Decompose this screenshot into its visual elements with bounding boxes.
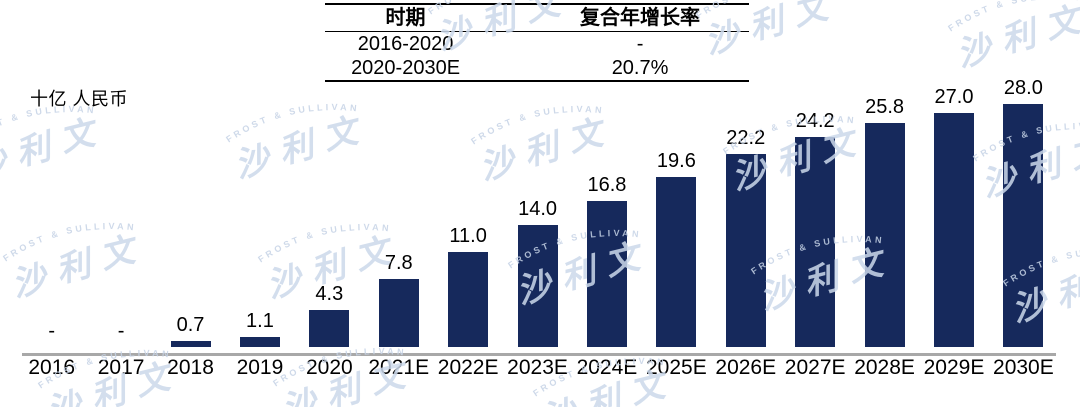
bar <box>656 177 697 348</box>
cagr-table-row: 2020-2030E 20.7% <box>325 56 749 80</box>
bar-stack: 24.2 <box>780 0 849 348</box>
bar <box>933 113 974 348</box>
bar-value-label: - <box>117 320 125 343</box>
y-axis-unit-label: 十亿 人民币 <box>30 89 129 109</box>
bar-stack: 16.8 <box>572 0 641 348</box>
x-axis-tick-label: 2016 <box>28 356 76 380</box>
x-axis-tick-label: 2025E <box>645 356 707 380</box>
x-axis-tick-label: 2024E <box>576 356 638 380</box>
bar-column: 27.0 2029E <box>919 0 988 407</box>
x-axis-tick-label: 2028E <box>854 356 915 380</box>
x-axis-tick-label: 2017 <box>97 356 145 380</box>
bar-value-label: 1.1 <box>246 310 274 333</box>
x-axis-line <box>22 353 1056 356</box>
bar-column: 24.2 2027E <box>780 0 849 407</box>
bar-stack: 4.3 <box>295 0 364 348</box>
cagr-header-rate: 复合年增长率 <box>580 7 701 29</box>
bar <box>448 252 489 348</box>
bar-value-label: 25.8 <box>865 96 905 119</box>
bar-column: 25.8 2028E <box>850 0 919 407</box>
bar <box>517 225 558 348</box>
bar-column: 16.8 2024E <box>572 0 641 407</box>
cagr-table-body: 2016-2020 - 2020-2030E 20.7% <box>325 32 749 80</box>
bar-value-label: 14.0 <box>518 198 558 221</box>
bar <box>725 154 766 348</box>
x-axis-tick-label: 2022E <box>437 356 499 380</box>
bar-stack: 14.0 <box>503 0 572 348</box>
x-axis-tick-label: 2030E <box>993 356 1054 380</box>
cagr-table-cell: 2020-2030E <box>351 57 461 79</box>
bar-column: 11.0 2022E <box>433 0 502 407</box>
x-axis-tick-label: 2018 <box>167 356 214 380</box>
x-axis-tick-label: 2027E <box>784 356 846 380</box>
x-axis-tick-label: 2019 <box>236 356 284 380</box>
bar <box>378 279 419 348</box>
bar-column: 4.3 2020 <box>295 0 364 407</box>
bar <box>795 137 836 348</box>
cagr-table-cell: 2016-2020 <box>357 33 454 55</box>
bar <box>170 341 211 348</box>
cagr-table: 时期 复合年增长率 2016-2020 - 2020-2030E 20.7% <box>325 3 749 82</box>
bar-value-label: 16.8 <box>587 174 627 197</box>
bar-stack: - <box>17 0 86 347</box>
bar-stack: 22.2 <box>711 0 780 348</box>
bar-column: - 2016 <box>17 0 86 407</box>
bar-value-label: 22.2 <box>726 127 766 150</box>
bar-stack: 11.0 <box>433 0 502 348</box>
svg-text:文: 文 <box>1066 130 1080 176</box>
x-axis-tick-label: 2020 <box>305 356 353 380</box>
bar <box>1003 104 1044 348</box>
bar-column: - 2017 <box>86 0 155 407</box>
cagr-table-header: 时期 复合年增长率 <box>325 5 749 32</box>
bar <box>239 337 280 348</box>
bar-value-label: 11.0 <box>449 225 487 248</box>
bar-value-label: 7.8 <box>384 252 413 275</box>
cagr-table-cell: - <box>636 33 644 55</box>
bar-column: 0.7 2018 <box>156 0 225 407</box>
bar-plot: - 2016 - 2017 0.7 2018 1.1 2019 4.3 2020 <box>17 0 1058 407</box>
bar-stack: 0.7 <box>156 0 225 348</box>
bar-stack: 28.0 <box>989 0 1058 348</box>
bar-column: 14.0 2023E <box>503 0 572 407</box>
bar-value-label: 19.6 <box>656 150 696 173</box>
bar-column: 28.0 2030E <box>989 0 1058 407</box>
bar-column: 7.8 2021E <box>364 0 433 407</box>
bar-stack: 7.8 <box>364 0 433 348</box>
bar-value-label: 4.3 <box>315 283 344 306</box>
svg-text:沙: 沙 <box>0 141 13 187</box>
bar-value-label: 27.0 <box>934 86 974 109</box>
bar-column: 19.6 2025E <box>642 0 711 407</box>
cagr-header-period: 时期 <box>385 7 426 29</box>
bar-value-label: 24.2 <box>795 110 835 133</box>
x-axis-tick-label: 2026E <box>715 356 777 380</box>
x-axis-tick-label: 2029E <box>923 356 985 380</box>
bar <box>309 310 350 348</box>
cagr-table-cell: 20.7% <box>611 57 669 79</box>
bar-column: 1.1 2019 <box>225 0 294 407</box>
bar-value-label: 0.7 <box>176 314 205 337</box>
bar-value-label: - <box>48 320 56 343</box>
bar-stack: 27.0 <box>919 0 988 348</box>
x-axis-tick-label: 2021E <box>368 356 430 380</box>
bar <box>864 123 905 348</box>
bar-value-label: 28.0 <box>1003 77 1043 100</box>
bar-column: 22.2 2026E <box>711 0 780 407</box>
bar <box>586 201 627 348</box>
x-axis-tick-label: 2023E <box>507 356 568 380</box>
cagr-table-row: 2016-2020 - <box>325 32 749 56</box>
bar-stack: 25.8 <box>850 0 919 348</box>
bar-stack: - <box>86 0 155 347</box>
bar-stack: 19.6 <box>642 0 711 348</box>
bar-stack: 1.1 <box>225 0 294 348</box>
